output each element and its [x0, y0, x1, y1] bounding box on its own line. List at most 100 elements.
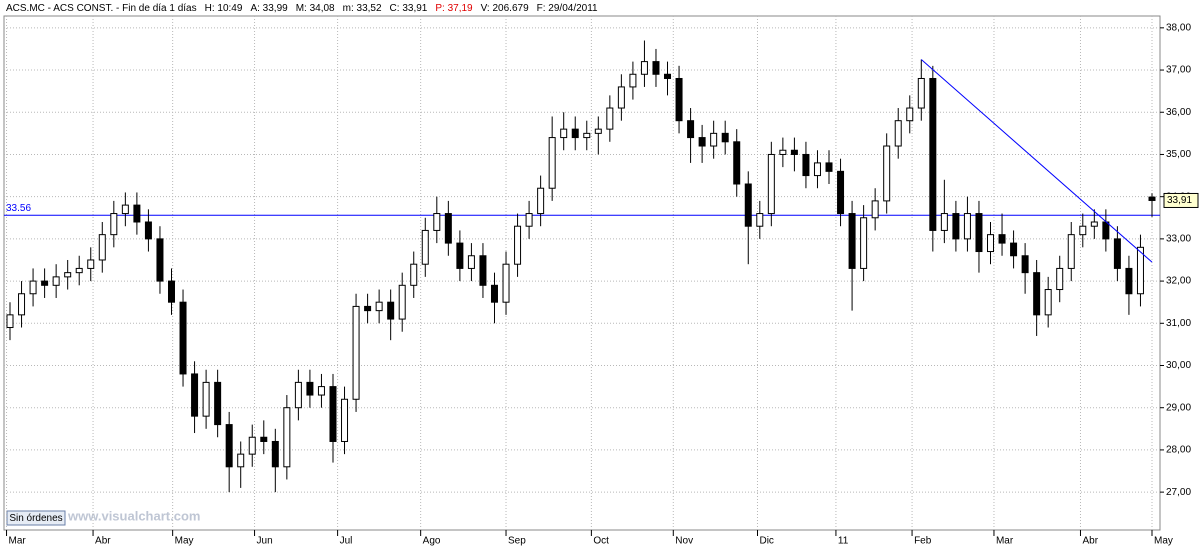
- y-tick-label: 33,00: [1166, 234, 1191, 245]
- candle-body: [571, 128, 579, 139]
- candle-body: [1148, 196, 1156, 201]
- header-field: V: 206.679: [481, 3, 529, 14]
- x-tick-label: Mar: [996, 536, 1014, 547]
- header-field: A: 33,99: [250, 3, 288, 14]
- watermark: www.visualchart.com: [67, 508, 200, 523]
- candle-body: [214, 381, 222, 426]
- header-field: m: 33,52: [343, 3, 382, 14]
- x-tick-label: 11: [838, 536, 849, 547]
- candle-body: [940, 213, 948, 231]
- support-label: 33.56: [6, 203, 31, 214]
- candle-body: [294, 381, 302, 409]
- candle-body: [421, 229, 429, 265]
- candle-body: [191, 373, 199, 417]
- header-field: M: 34,08: [296, 3, 335, 14]
- candle-body: [237, 453, 245, 468]
- x-tick-label: May: [1154, 536, 1173, 547]
- candle-body: [156, 238, 164, 282]
- candle-body: [98, 234, 106, 261]
- status-label: Sin órdenes: [9, 513, 62, 524]
- candle-body: [75, 267, 83, 274]
- candle-body: [410, 263, 418, 286]
- last-price-label: 33,91: [1167, 195, 1192, 206]
- x-tick-label: Ago: [423, 536, 441, 547]
- candle-body: [41, 280, 49, 286]
- y-tick-label: 28,00: [1166, 445, 1191, 456]
- candle-body: [398, 284, 406, 320]
- x-tick-label: Mar: [9, 536, 27, 547]
- y-tick-label: 31,00: [1166, 318, 1191, 329]
- candle-body: [733, 141, 741, 185]
- x-tick-label: May: [175, 536, 194, 547]
- candle-body: [467, 255, 475, 269]
- candle-body: [583, 132, 591, 139]
- x-tick-label: Abr: [95, 536, 111, 547]
- candle-body: [813, 162, 821, 177]
- candle-body: [687, 120, 695, 139]
- header-field: H: 10:49: [205, 3, 243, 14]
- candle-body: [652, 61, 660, 75]
- candle-body: [29, 280, 37, 295]
- x-tick-label: Dic: [759, 536, 773, 547]
- candle-body: [1021, 255, 1029, 274]
- x-tick-label: Jun: [257, 536, 273, 547]
- candle-body: [248, 436, 256, 455]
- candle-body: [283, 407, 291, 468]
- candle-body: [364, 305, 372, 312]
- candle-body: [490, 284, 498, 303]
- candle-body: [352, 305, 360, 400]
- candle-body: [87, 259, 95, 269]
- x-tick-label: Feb: [914, 536, 932, 547]
- candle-body: [64, 272, 72, 278]
- candle-body: [121, 204, 129, 215]
- candle-body: [537, 187, 545, 215]
- candle-body: [710, 132, 718, 147]
- candle-body: [998, 234, 1006, 244]
- y-tick-label: 38,00: [1166, 22, 1191, 33]
- x-tick-label: Jul: [340, 536, 353, 547]
- candle-body: [52, 276, 60, 286]
- candle-body: [110, 213, 118, 236]
- candle-body: [225, 424, 233, 468]
- header: ACS.MC - ACS CONST. - Fin de día 1 días H…: [6, 3, 598, 14]
- candle-body: [987, 234, 995, 253]
- candle-body: [629, 73, 637, 88]
- x-tick-label: Oct: [593, 536, 609, 547]
- candle-body: [179, 301, 187, 375]
- candle-body: [525, 213, 533, 227]
- candle-body: [594, 128, 602, 134]
- last-price-box: [1163, 192, 1199, 208]
- candle-body: [1010, 242, 1018, 257]
- candle-body: [260, 436, 268, 442]
- candle-body: [560, 128, 568, 139]
- candle-body: [202, 381, 210, 417]
- trend-line: [920, 59, 1153, 263]
- candle-body: [883, 145, 891, 202]
- candle-body: [952, 213, 960, 240]
- candle-body: [1102, 221, 1110, 240]
- candle-body: [271, 440, 279, 468]
- candle-body: [664, 73, 672, 79]
- y-tick-label: 35,00: [1166, 149, 1191, 160]
- candle-body: [917, 77, 925, 109]
- candle-body: [387, 301, 395, 320]
- candle-body: [144, 221, 152, 240]
- candle-body: [790, 149, 798, 155]
- candle-body: [1079, 225, 1087, 236]
- candle-body: [444, 213, 452, 244]
- candle-body: [479, 255, 487, 286]
- candle-body: [1113, 238, 1121, 269]
- y-tick-label: 37,00: [1166, 65, 1191, 76]
- candle-body: [929, 77, 937, 231]
- candle-body: [317, 386, 325, 396]
- candle-body: [306, 381, 314, 396]
- candle-body: [1067, 234, 1075, 269]
- candle-body: [456, 242, 464, 269]
- candle-body: [375, 301, 383, 312]
- y-tick-label: 27,00: [1166, 487, 1191, 498]
- candle-body: [329, 386, 337, 442]
- candle-body: [975, 213, 983, 253]
- candle-body: [860, 217, 868, 269]
